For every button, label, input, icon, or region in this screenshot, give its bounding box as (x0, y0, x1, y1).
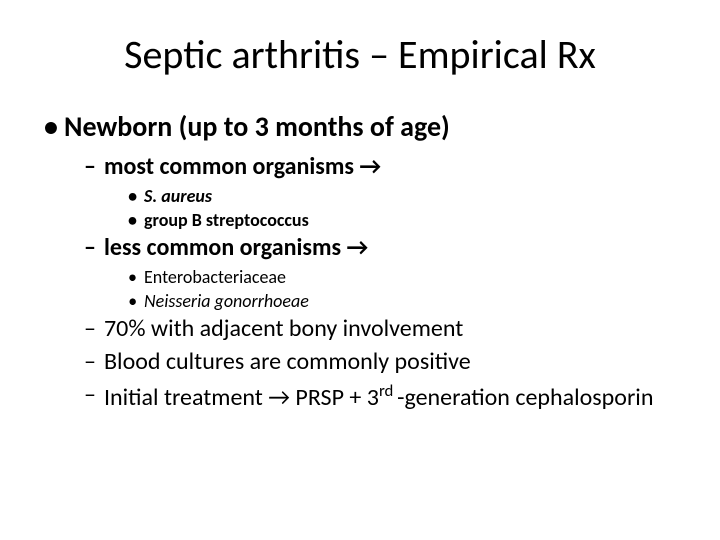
subbullet-70pct: 70% with adjacent bony involvement (40, 314, 680, 343)
initial-pre: Initial treatment → PRSP + 3 (104, 383, 379, 412)
slide-title: Septic arthritis – Empirical Rx (40, 30, 680, 79)
initial-post: -generation cephalosporin (397, 383, 653, 412)
item-group-b-strep: group B streptococcus (40, 209, 680, 231)
subbullet-less-common: less common organisms → (40, 233, 680, 262)
bullet-newborn: Newborn (up to 3 months of age) (40, 109, 680, 144)
item-enterobacteriaceae: Enterobacteriaceae (40, 266, 680, 288)
slide: Septic arthritis – Empirical Rx Newborn … (0, 0, 720, 436)
item-s-aureus: S. aureus (40, 185, 680, 207)
subbullet-most-common: most common organisms → (40, 152, 680, 181)
item-neisseria: Neisseria gonorrhoeae (40, 290, 680, 312)
subbullet-blood-cultures: Blood cultures are commonly positive (40, 347, 680, 376)
initial-sup: rd (379, 380, 397, 401)
subbullet-initial-treatment: Initial treatment → PRSP + 3rd -generati… (40, 380, 680, 412)
